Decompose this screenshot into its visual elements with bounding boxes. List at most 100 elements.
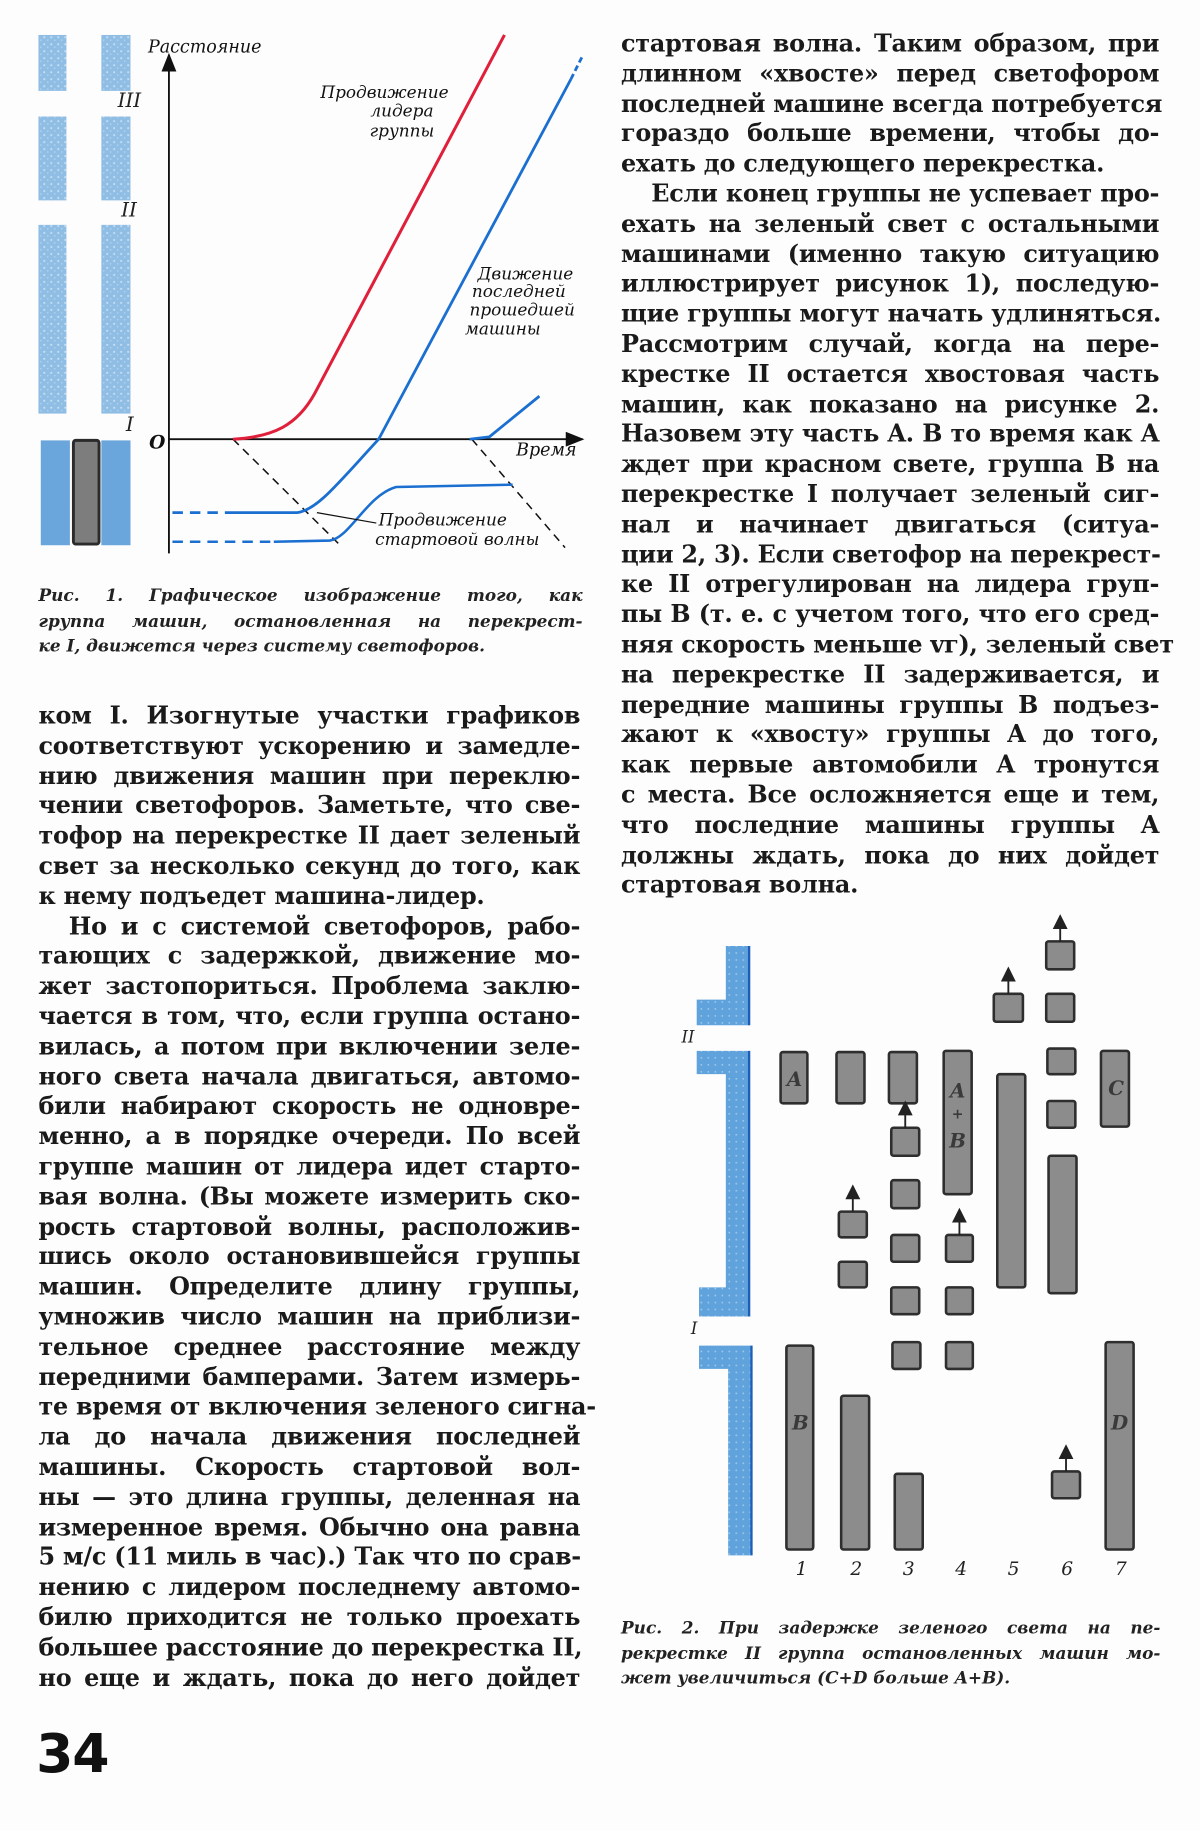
svg-text:лидера: лидера xyxy=(370,101,433,121)
text-line: рость стартовой волны, расположив- xyxy=(38,1212,581,1241)
car xyxy=(889,1286,921,1316)
group-label-b: B xyxy=(791,1411,809,1435)
car xyxy=(889,1233,921,1264)
text-line: ного света начала двигаться, автомо- xyxy=(38,1062,581,1090)
text-line: ком I. Изогнутые участки графиков xyxy=(38,701,581,730)
figure-2-caption: Рис. 2. При задержке зеленого света на п… xyxy=(621,1616,1160,1691)
svg-text:последней: последней xyxy=(472,281,566,301)
svg-text:Продвижение: Продвижение xyxy=(319,82,448,102)
svg-text:прошедшей: прошедшей xyxy=(470,300,575,320)
group-label-ab-b: B xyxy=(948,1129,966,1153)
car-group xyxy=(1047,1154,1078,1295)
car xyxy=(944,1286,975,1316)
car xyxy=(1044,992,1076,1024)
situation-number: 6 xyxy=(1061,1559,1073,1580)
start-wave-line xyxy=(232,438,341,546)
car xyxy=(1046,1047,1077,1076)
text-line: нению с лидером последнему автомо- xyxy=(38,1572,581,1601)
car-group xyxy=(1104,1340,1135,1551)
car xyxy=(889,1126,921,1158)
car-group xyxy=(893,1472,925,1551)
text-line: били набирают скорость не одновре- xyxy=(38,1092,581,1121)
wave-label-leader-line xyxy=(316,512,377,524)
car-group xyxy=(835,1050,866,1105)
car xyxy=(1050,1470,1082,1500)
text-line: стартовая волна. Таким образом, при xyxy=(620,29,1160,58)
text-line: ке II отрегулирован на лидера груп- xyxy=(620,570,1160,599)
caption-line: Рис. 1. Графическое изображение того, ка… xyxy=(38,586,583,606)
situation-number: 5 xyxy=(1008,1559,1020,1580)
leader-label: Продвижение лидера группы xyxy=(319,82,448,140)
text-line: нию движения машин при переклю- xyxy=(38,761,581,790)
text-line: ла до начала движения последней xyxy=(38,1422,581,1451)
y-axis-label: Расстояние xyxy=(147,37,261,57)
text-line: жают к «хвосту» группы A до того, xyxy=(620,720,1160,749)
group-label-ab: A xyxy=(948,1078,965,1102)
text-line: свет за несколько секунд до того, как xyxy=(38,851,581,880)
text-line: как первые автомобили A тронутся xyxy=(620,750,1160,779)
caption-line: рекрестке II группа остановленных машин … xyxy=(620,1643,1161,1664)
text-line: тельное среднее расстояние между xyxy=(38,1332,581,1361)
text-line: последней машине всегда потребуется xyxy=(620,89,1163,118)
text-line: тающих с задержкой, движение мо- xyxy=(38,941,581,970)
svg-text:Продвижение: Продвижение xyxy=(378,509,507,529)
intersection-label-i: I xyxy=(125,413,135,436)
text-line: группе машин от лидера идет старто- xyxy=(38,1152,581,1181)
situation-number: 1 xyxy=(796,1559,808,1580)
last-car-label: Движение последней прошедшей машины xyxy=(465,264,575,339)
car xyxy=(889,1178,921,1210)
intersection-label-ii: II xyxy=(681,1028,695,1047)
text-line: Но и с системой светофоров, рабо- xyxy=(68,911,581,940)
svg-text:машины: машины xyxy=(465,318,541,338)
text-line: ехать до следующего перекрестка. xyxy=(620,149,1105,178)
text-line: с места. Все осложняется еще и тем, xyxy=(620,780,1160,809)
text-line: ехать на зеленый свет с остальными xyxy=(620,209,1160,238)
situation-number: 3 xyxy=(903,1559,915,1580)
text-line: передними бамперами. Затем измерь- xyxy=(38,1362,581,1391)
text-line: перекрестке I получает зеленый сиг- xyxy=(620,479,1160,508)
svg-text:стартовой волны: стартовой волны xyxy=(375,529,539,549)
text-line: должны ждать, пока до них дойдет xyxy=(620,840,1160,869)
text-line: няя скорость меньше vг), зеленый свет xyxy=(620,630,1174,659)
start-wave-label: Продвижение стартовой волны xyxy=(375,509,539,549)
text-line: жет застопориться. Проблема заклю- xyxy=(38,971,581,1000)
road-strip xyxy=(38,34,131,546)
text-line: билю приходится не только проехать xyxy=(38,1602,581,1631)
origin-label: O xyxy=(149,432,166,454)
text-line: что последние машины группы A xyxy=(620,810,1160,839)
group-label-a: A xyxy=(785,1067,802,1091)
group-label-d: D xyxy=(1110,1411,1129,1435)
car xyxy=(837,1260,869,1289)
last-car-curve xyxy=(233,78,573,515)
text-line: измеренное время. Обычно она равна xyxy=(38,1512,581,1541)
text-line: длинном «хвосте» перед светофором xyxy=(620,59,1160,88)
text-line: машин, как показано на рисунке 2. xyxy=(620,389,1160,418)
text-line: но еще и ждать, пока до него дойдет xyxy=(38,1663,581,1692)
later-group-curve xyxy=(469,395,541,441)
text-line: Назовем эту часть A. В то время как A xyxy=(620,419,1160,448)
text-line: тофор на перекрестке II дает зеленый xyxy=(38,821,581,850)
car xyxy=(891,1340,922,1371)
text-line: чается в том, что, если группа остано- xyxy=(38,1001,581,1030)
text-line: к нему подъедет машина-лидер. xyxy=(38,881,485,910)
car xyxy=(1046,1099,1077,1130)
car-group xyxy=(887,1050,919,1105)
car xyxy=(944,1340,975,1371)
car-group xyxy=(785,1344,815,1551)
text-line: крестке II остается хвостовая часть xyxy=(620,359,1160,388)
text-line: шись около остановившейся группы xyxy=(38,1242,581,1271)
car-group xyxy=(1099,1049,1131,1128)
figure-1-caption: Рис. 1. Графическое изображение того, ка… xyxy=(38,584,582,659)
text-line: те время от включения зеленого сигна- xyxy=(38,1392,596,1421)
text-line: передние машины группы B подъез- xyxy=(620,690,1160,719)
intersection-label-i: I xyxy=(690,1319,698,1338)
text-line: машин. Определите длину группы, xyxy=(38,1272,581,1301)
caption-line: группа машин, остановленная на перекрест… xyxy=(38,611,583,631)
caption-line: жет увеличиться (C+D больше A+B). xyxy=(620,1668,1011,1689)
text-line: пы B (т. е. с учетом того, что его сред- xyxy=(620,600,1160,629)
text-line: вилась, а потом при включении зеле- xyxy=(38,1031,581,1060)
text-line: Если конец группы не успевает про- xyxy=(651,179,1160,208)
svg-text:Движение: Движение xyxy=(477,264,574,284)
stopped-car-group xyxy=(71,438,101,546)
